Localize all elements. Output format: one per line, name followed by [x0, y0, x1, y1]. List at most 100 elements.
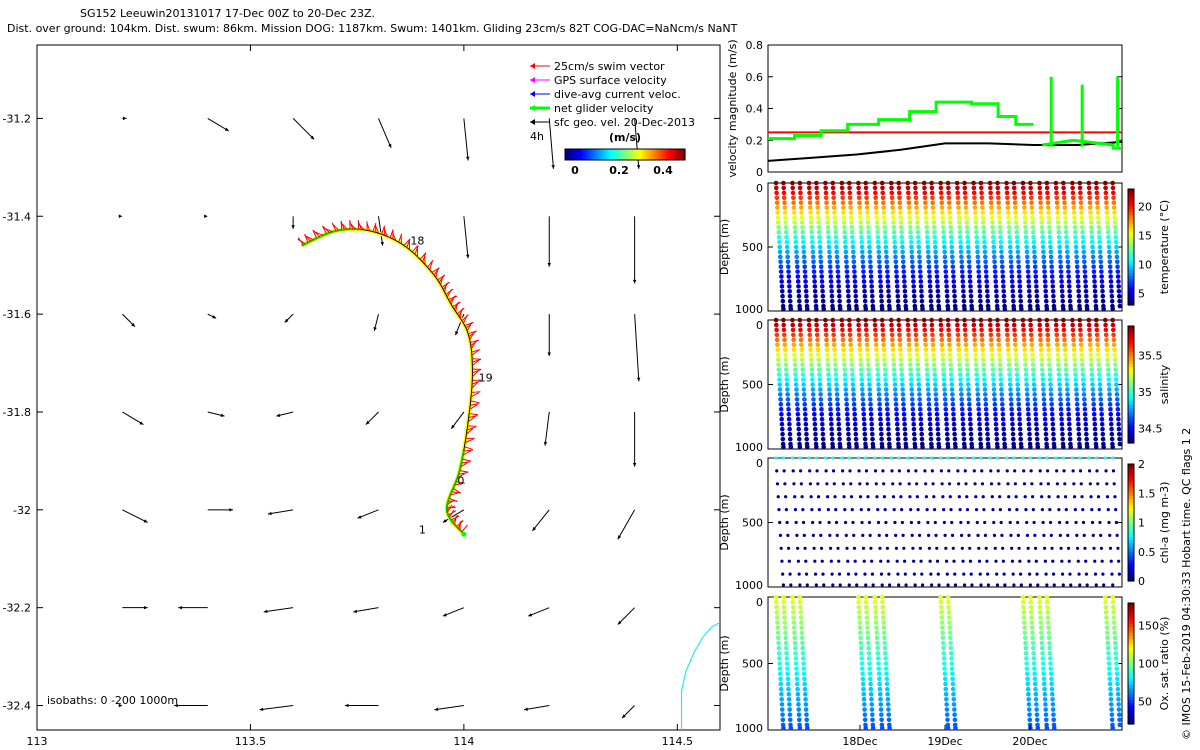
profile-sample: [942, 249, 947, 255]
profile-sample: [810, 249, 816, 255]
colorbar-cell: [635, 149, 638, 160]
profile-sample: [1050, 707, 1056, 712]
track-yellow: [300, 227, 475, 536]
profile-sample: [890, 205, 895, 210]
profile-sample: [1090, 520, 1095, 525]
profile-sample: [1081, 249, 1087, 255]
profile-sample: [930, 205, 936, 210]
profile-sample: [998, 244, 1004, 250]
profile-sample: [946, 615, 952, 620]
colorbar-cell: [637, 149, 640, 160]
profile-sample: [1015, 244, 1020, 250]
profile-sample: [812, 416, 817, 422]
profile-sample: [991, 377, 996, 382]
profile-sample: [971, 185, 977, 191]
profile-sample: [1100, 436, 1106, 442]
profile-sample: [939, 469, 943, 473]
profile-sample: [827, 259, 833, 265]
profile-sample: [1028, 180, 1033, 186]
profile-sample: [1082, 533, 1086, 538]
profile-sample: [950, 520, 954, 525]
profile-sample: [1022, 469, 1026, 473]
profile-sample: [956, 482, 961, 486]
profile-sample: [1009, 416, 1015, 422]
profile-sample: [797, 599, 803, 605]
profile-sample: [1084, 306, 1090, 312]
profile-sample: [1101, 572, 1105, 576]
profile-sample: [808, 215, 814, 220]
profile-sample: [1105, 635, 1110, 641]
profile-sample: [1076, 559, 1080, 563]
profile-sample: [790, 317, 795, 323]
profile-sample: [1099, 421, 1105, 427]
profile-sample: [815, 200, 820, 205]
profile-sample: [841, 352, 847, 358]
profile-sample: [800, 234, 806, 240]
profile-sample: [1067, 436, 1073, 442]
profile-sample: [1099, 284, 1105, 289]
profile-sample: [885, 686, 890, 692]
profile-sample: [1040, 661, 1046, 666]
profile-sample: [1032, 254, 1037, 260]
profile-sample: [938, 317, 943, 323]
profile-sample: [915, 220, 920, 225]
profile-sample: [978, 317, 984, 323]
profile-sample: [951, 416, 957, 422]
profile-sample: [879, 572, 884, 576]
profile-sample: [792, 640, 798, 646]
profile-sample: [1007, 508, 1012, 512]
profile-sample: [875, 645, 880, 651]
profile-sample: [872, 185, 878, 191]
profile-sample: [1002, 306, 1008, 312]
colorbar-cell: [1128, 223, 1134, 228]
profile-sample: [950, 407, 956, 412]
profile-sample: [833, 367, 838, 372]
profile-sample: [1065, 520, 1069, 525]
profile-sample: [905, 190, 911, 196]
colorbar-cell: [665, 149, 668, 160]
profile-sample: [943, 402, 948, 407]
profile-sample: [882, 229, 888, 235]
profile-sample: [1017, 421, 1023, 427]
profile-sample: [1077, 444, 1083, 450]
profile-sample: [1025, 533, 1030, 538]
colorbar-cell: [1128, 621, 1134, 625]
profile-sample: [949, 239, 954, 245]
profile-sample: [983, 533, 988, 538]
profile-sample: [892, 387, 898, 392]
profile-sample: [917, 264, 923, 269]
profile-sample: [944, 421, 949, 427]
profile-sample: [989, 482, 994, 486]
profile-sample: [915, 357, 920, 362]
profile-sample: [901, 402, 906, 407]
profile-sample: [1114, 254, 1120, 260]
profile-sample: [1075, 274, 1081, 279]
profile-sample: [1021, 456, 1025, 460]
profile-sample: [958, 377, 963, 382]
profile-sample: [898, 352, 903, 358]
profile-sample: [1000, 416, 1006, 422]
profile-sample: [1065, 392, 1070, 397]
profile-sample: [1058, 397, 1063, 402]
profile-sample: [1007, 239, 1013, 245]
profile-sample: [1103, 604, 1109, 610]
profile-sample: [1017, 274, 1022, 279]
profile-sample: [1024, 656, 1029, 661]
profile-sample: [1008, 397, 1014, 402]
profile-sample: [878, 697, 883, 702]
profile-sample: [851, 259, 857, 265]
profile-sample: [1022, 625, 1027, 630]
profile-sample: [1089, 225, 1094, 230]
profile-sample: [1001, 426, 1007, 432]
profile-sample: [1004, 185, 1010, 191]
profile-sample: [852, 279, 858, 284]
profile-sample: [957, 367, 963, 372]
profile-sample: [910, 274, 916, 279]
profile-sample: [833, 225, 838, 230]
profile-sample: [1023, 234, 1029, 240]
profile-sample: [951, 421, 957, 427]
profile-sample: [924, 229, 930, 235]
profile-sample: [835, 269, 841, 274]
profile-sample: [1025, 269, 1031, 274]
profile-sample: [985, 559, 989, 563]
